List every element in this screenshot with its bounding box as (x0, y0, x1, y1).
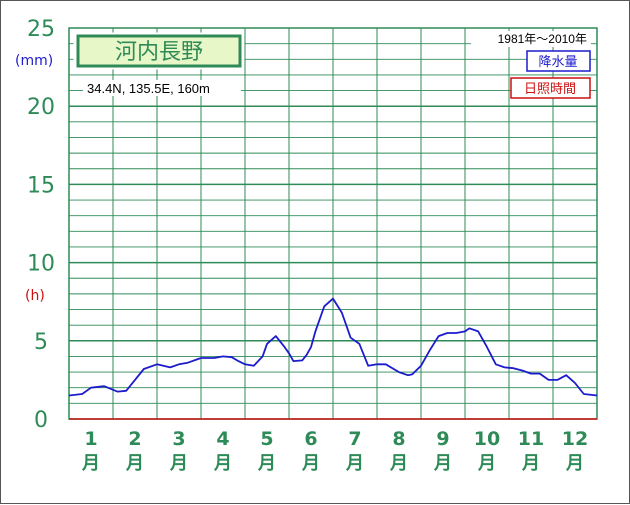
y-axis-ticks: 0 5 10 15 20 25 (27, 17, 55, 433)
month-number-label: 2 (128, 428, 141, 450)
legend-sunshine-label: 日照時間 (524, 82, 576, 97)
station-box: 河内長野 (73, 32, 245, 70)
y-tick-label: 5 (34, 330, 48, 355)
month-number-label: 1 (84, 428, 97, 450)
month-number-label: 10 (474, 428, 500, 450)
legend-precip-label: 降水量 (538, 55, 577, 70)
y-tick-label: 20 (27, 95, 55, 120)
station-name: 河内長野 (115, 40, 203, 65)
month-suffix-label: 月 (565, 453, 584, 474)
location-text: 34.4N, 135.5E, 160m (87, 81, 210, 96)
month-suffix-label: 月 (213, 453, 232, 474)
sunshine-unit-label: (h) (25, 288, 45, 304)
month-suffix-label: 月 (125, 453, 144, 474)
month-number-label: 7 (348, 428, 361, 450)
period-background (471, 31, 591, 47)
precip-series-line (68, 297, 598, 397)
month-number-label: 9 (436, 428, 449, 450)
month-number-label: 12 (562, 428, 588, 450)
month-number-label: 8 (392, 428, 405, 450)
month-suffix-label: 月 (477, 453, 496, 474)
coords-background (83, 80, 241, 96)
y-tick-label: 0 (34, 408, 48, 433)
month-number-label: 11 (518, 428, 544, 450)
month-suffix-label: 月 (169, 453, 188, 474)
legend-precip: 降水量 (526, 50, 591, 72)
period-text: 1981年〜2010年 (498, 32, 587, 46)
month-suffix-label: 月 (345, 453, 364, 474)
month-number-label: 5 (260, 428, 273, 450)
month-suffix-label: 月 (81, 453, 100, 474)
month-suffix-label: 月 (257, 453, 276, 474)
y-tick-label: 10 (27, 252, 55, 277)
month-suffix-label: 月 (389, 453, 408, 474)
x-axis-month-labels: 1 月 2 月 3 月 4 月 5 月 6 月 7 月 8 月 9 月 10 月 11 月 12 月 (81, 428, 588, 474)
month-number-label: 3 (172, 428, 185, 450)
month-suffix-label: 月 (301, 453, 320, 474)
month-suffix-label: 月 (433, 453, 452, 474)
y-tick-label: 15 (27, 173, 55, 198)
month-suffix-label: 月 (521, 453, 540, 474)
y-tick-label: 25 (27, 17, 55, 42)
legend-sunshine: 日照時間 (510, 77, 591, 99)
month-number-label: 6 (304, 428, 317, 450)
chart-series (68, 297, 598, 397)
precip-unit-label: (mm) (15, 53, 53, 69)
month-number-label: 4 (216, 428, 229, 450)
